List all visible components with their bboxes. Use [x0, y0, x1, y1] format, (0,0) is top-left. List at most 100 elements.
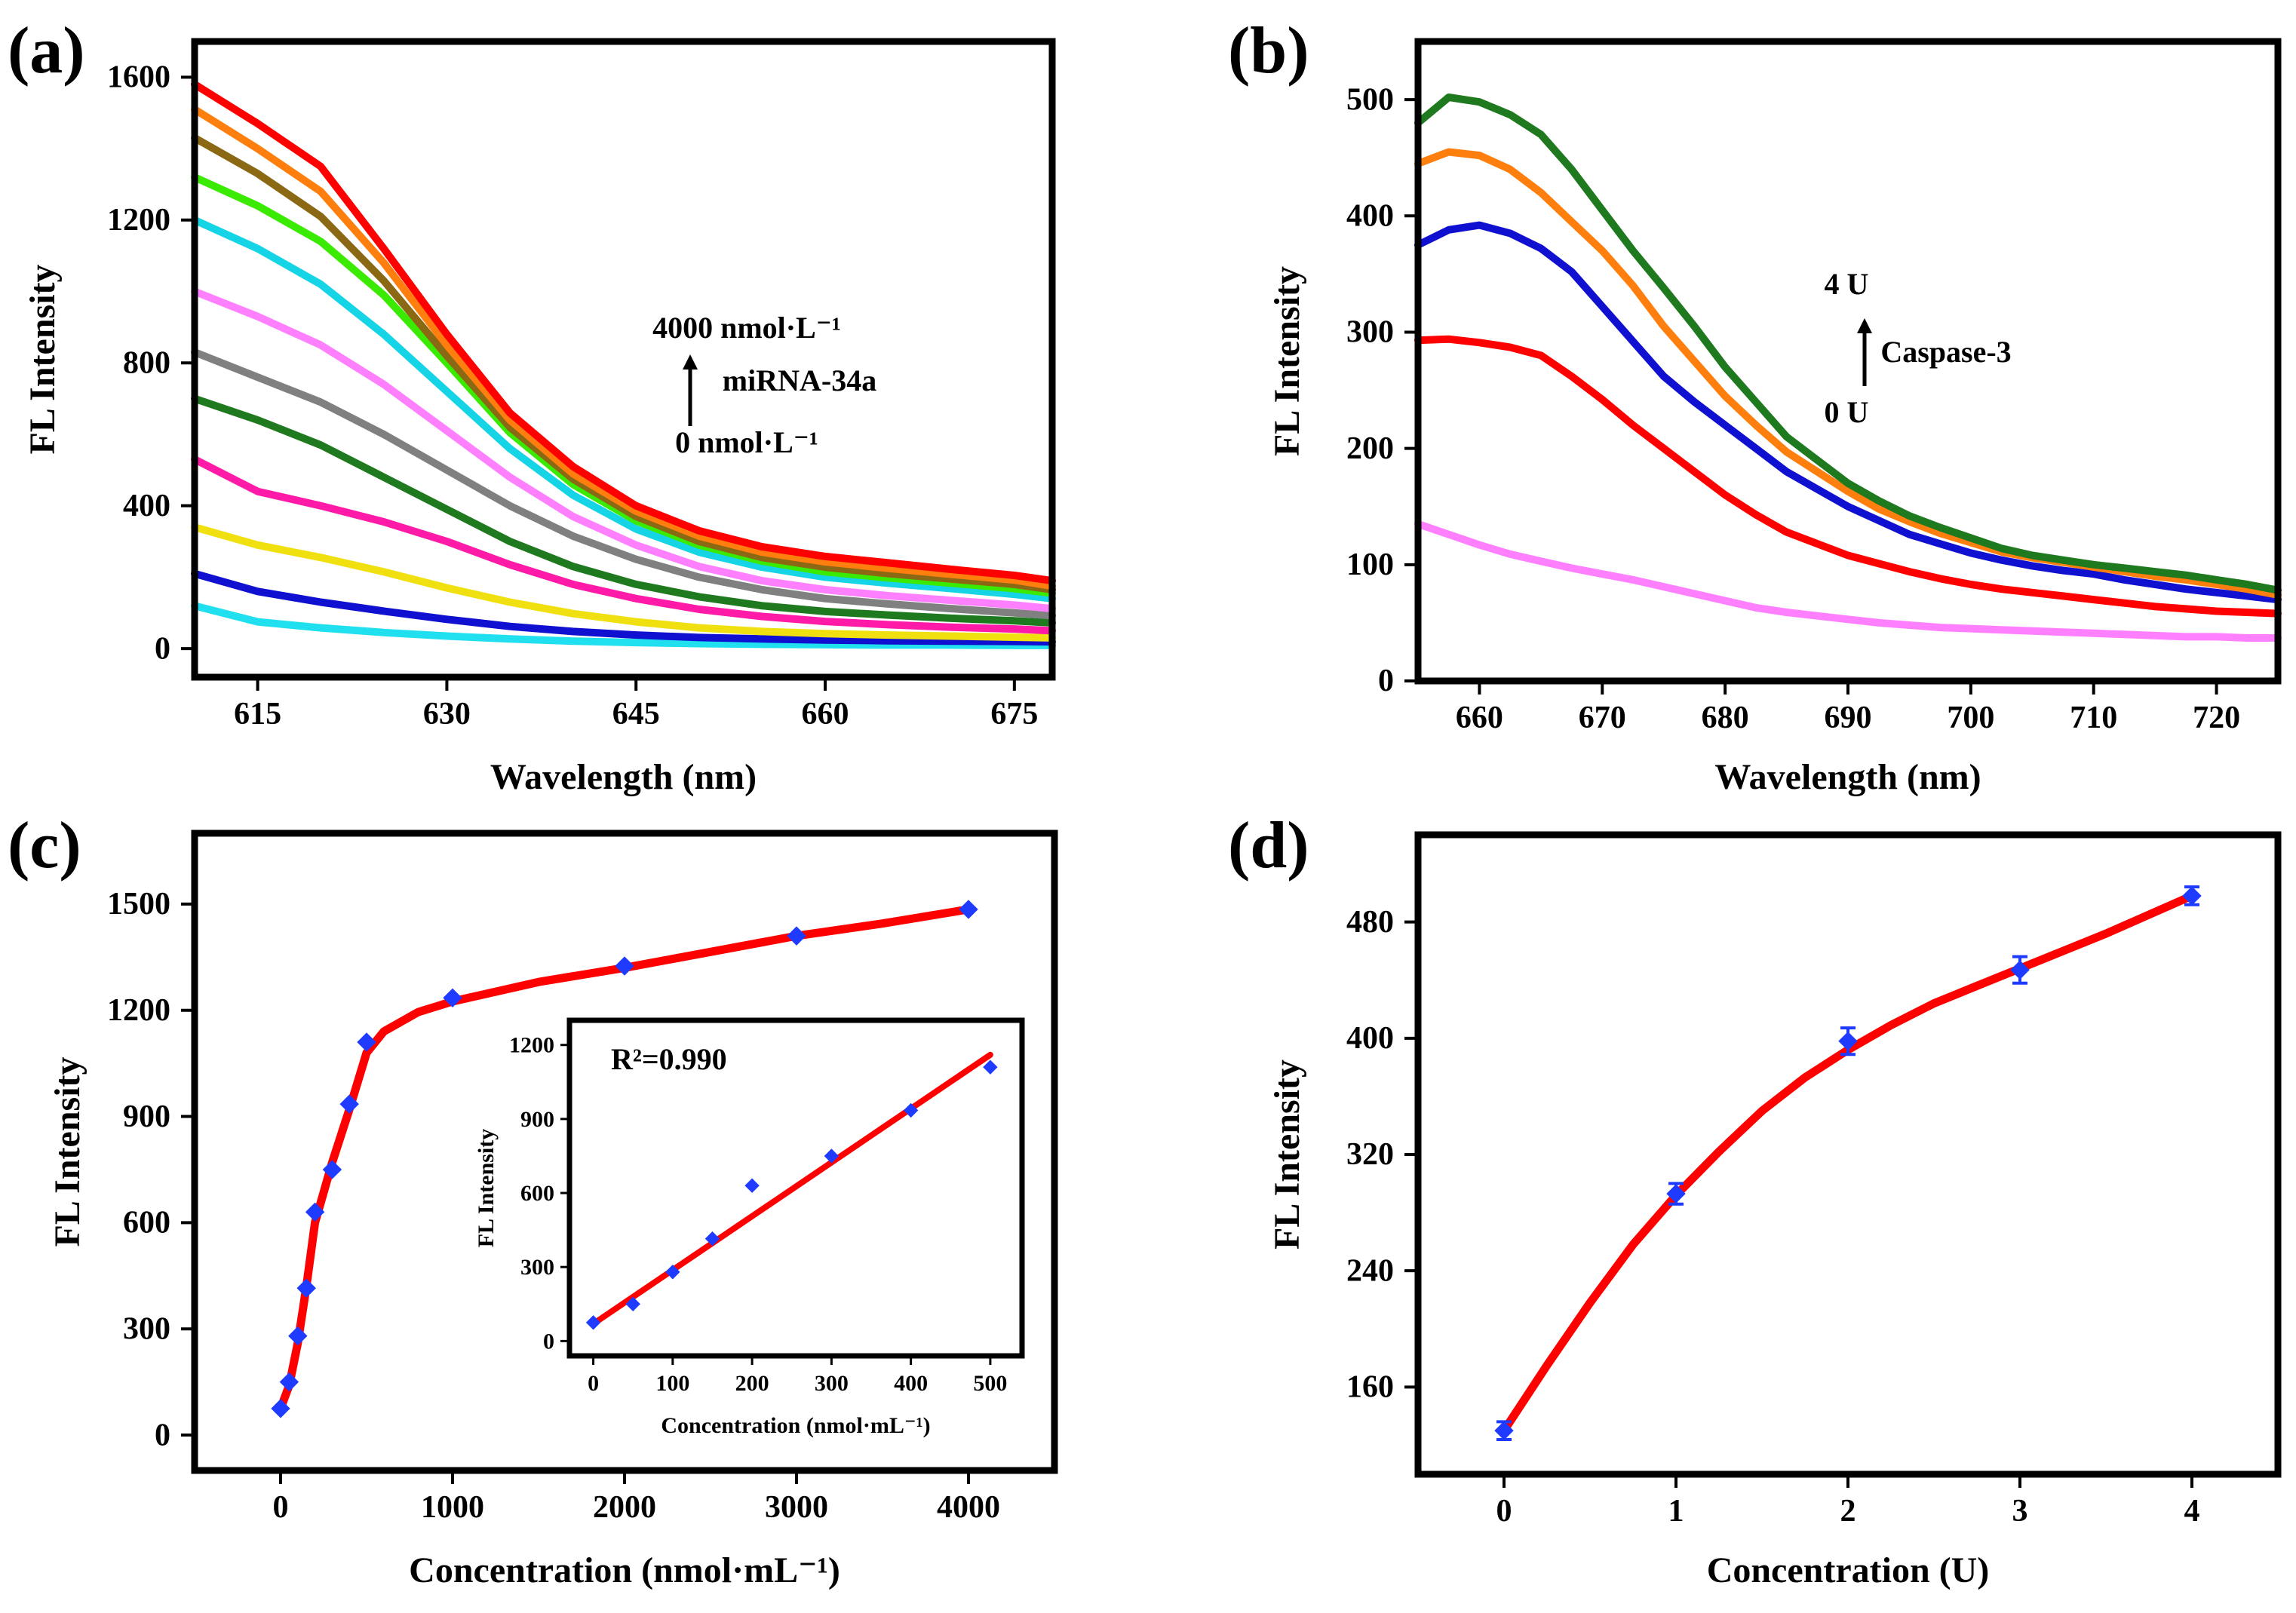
data-point-c [787, 926, 806, 946]
inset-y-tick-label: 300 [520, 1255, 554, 1280]
series-line-300 [191, 348, 1056, 620]
inset-x-tick-label: 400 [894, 1371, 928, 1396]
annotation-bottom-b: 0 U [1825, 395, 1869, 429]
y-tick-label: 400 [1346, 1021, 1394, 1056]
inset-y-tick-label: 600 [520, 1181, 554, 1206]
inset-r2-label: R²=0.990 [611, 1042, 727, 1076]
data-point-c [443, 988, 462, 1007]
y-tick-label: 800 [123, 345, 170, 380]
data-point-c [288, 1326, 308, 1346]
x-axis-title-a: Wavelength (nm) [490, 757, 757, 797]
data-point-c [271, 1399, 290, 1418]
panel-label-a: (a) [8, 14, 85, 87]
y-tick-label: 1200 [107, 993, 170, 1028]
y-axis-title-b: FL Intensity [1267, 266, 1307, 456]
x-axis-title-c: Concentration (nmol·mL⁻¹) [409, 1550, 840, 1590]
inset-x-tick-label: 300 [815, 1371, 849, 1396]
y-tick-label: 320 [1346, 1137, 1394, 1172]
inset-y-axis-title: FL Intensity [474, 1129, 499, 1248]
series-line-4U [1414, 94, 2282, 594]
series-line-200 [191, 394, 1056, 627]
plot-frame-d [1414, 831, 2282, 1478]
annotation-bottom-a: 0 nmol·L⁻¹ [675, 425, 818, 459]
series-line-0 [191, 602, 1056, 649]
data-point-c [615, 956, 634, 976]
x-axis-title-b: Wavelength (nm) [1714, 757, 1981, 797]
x-tick-label: 3 [2012, 1494, 2028, 1529]
fit-curve-d [1499, 891, 2196, 1435]
series-line-1U [1414, 335, 2282, 618]
data-point-c [339, 1094, 359, 1114]
x-tick-label: 675 [990, 697, 1038, 731]
panel-label-d: (d) [1228, 809, 1309, 882]
panel-label-b: (b) [1228, 14, 1309, 87]
data-point-d [1666, 1184, 1686, 1204]
x-tick-label: 710 [2070, 701, 2117, 735]
inset-data-point [704, 1231, 720, 1247]
inset-x-tick-label: 200 [735, 1371, 769, 1396]
x-tick-label: 0 [273, 1490, 289, 1525]
series-line-3U [1414, 148, 2282, 599]
x-axis-title-d: Concentration (U) [1707, 1550, 1990, 1590]
y-axis-title-d: FL Intensity [1267, 1059, 1307, 1250]
x-tick-label: 720 [2193, 701, 2240, 735]
y-tick-label: 100 [1346, 547, 1394, 582]
data-point-d [2010, 960, 2030, 980]
inset-x-tick-label: 500 [973, 1371, 1007, 1396]
y-tick-label: 480 [1346, 905, 1394, 940]
inset-data-point [625, 1296, 640, 1311]
y-tick-label: 160 [1346, 1370, 1394, 1405]
x-tick-label: 690 [1825, 701, 1872, 735]
y-tick-label: 200 [1346, 431, 1394, 466]
fit-curve-c [276, 905, 973, 1413]
increase-arrow-a-head [683, 354, 698, 370]
x-tick-label: 680 [1702, 701, 1749, 735]
inset-fit-line [590, 1051, 993, 1327]
y-tick-label: 1500 [107, 887, 170, 921]
y-tick-label: 0 [155, 1418, 170, 1452]
x-tick-label: 2 [1840, 1494, 1856, 1529]
data-point-c [279, 1372, 299, 1392]
x-tick-label: 0 [1496, 1494, 1512, 1529]
x-tick-label: 630 [423, 697, 471, 731]
annotation-middle-a: miRNA-34a [723, 363, 876, 397]
plot-frame-a [191, 38, 1056, 681]
y-tick-label: 240 [1346, 1253, 1394, 1288]
x-tick-label: 1 [1668, 1494, 1684, 1529]
x-tick-label: 4 [2184, 1494, 2200, 1529]
inset-data-point [903, 1102, 919, 1118]
inset-x-axis-title: Concentration (nmol·mL⁻¹) [661, 1413, 930, 1438]
x-tick-label: 4000 [937, 1490, 1000, 1525]
y-tick-label: 0 [1378, 664, 1394, 698]
panel-label-c: (c) [8, 809, 81, 882]
y-tick-label: 500 [1346, 82, 1394, 117]
x-tick-label: 3000 [765, 1490, 828, 1525]
x-tick-label: 700 [1947, 701, 1994, 735]
x-tick-label: 660 [1456, 701, 1503, 735]
y-tick-label: 0 [155, 631, 170, 666]
x-tick-label: 615 [234, 697, 281, 731]
x-tick-label: 660 [802, 697, 849, 731]
annotation-top-b: 4 U [1825, 267, 1869, 301]
inset-x-tick-label: 100 [655, 1371, 689, 1396]
data-point-d [1838, 1031, 1858, 1051]
data-point-c [322, 1160, 342, 1179]
inset-y-tick-label: 1200 [509, 1033, 554, 1058]
data-point-d [2182, 886, 2202, 906]
inset-data-point [585, 1315, 601, 1330]
data-point-c [305, 1202, 325, 1222]
series-line-500 [191, 216, 1056, 603]
y-tick-label: 1200 [107, 203, 170, 238]
annotation-middle-b: Caspase-3 [1880, 335, 2011, 369]
series-line-3000 [191, 106, 1056, 590]
y-axis-title-a: FL Intensity [23, 264, 63, 454]
inset-data-point [744, 1178, 760, 1193]
series-line-100 [191, 523, 1056, 642]
inset-data-point [665, 1265, 680, 1280]
inset-x-tick-label: 0 [588, 1371, 599, 1396]
series-line-50 [191, 569, 1056, 646]
y-axis-title-c: FL Intensity [48, 1056, 87, 1247]
data-point-c [296, 1278, 316, 1298]
series-line-2U [1414, 221, 2282, 604]
